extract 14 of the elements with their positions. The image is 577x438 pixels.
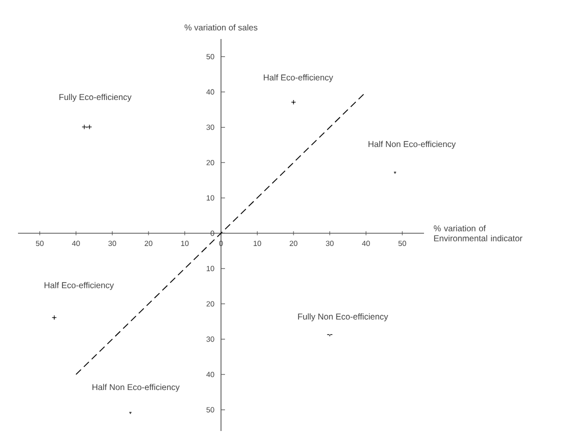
annotation: Fully Non Eco-efficiency — [298, 313, 388, 322]
data-label: - — [394, 172, 396, 173]
data-label: ++ — [82, 124, 92, 130]
annotation: Half Non Eco-efficiency — [368, 140, 456, 149]
annotation: Half Eco-efficiency — [264, 74, 334, 82]
data-label: + — [52, 315, 56, 320]
data-label: + — [291, 100, 296, 104]
annotation: Fully Eco-efficiency — [59, 94, 132, 102]
y-axis-title: % variation of sales — [184, 24, 258, 30]
data-label: - — [129, 412, 132, 413]
x-axis-title: % variation of Environmental indicator — [434, 225, 522, 242]
annotation: Half Eco-efficiency — [44, 282, 114, 290]
data-label: -- — [327, 334, 332, 335]
annotation: Half Non Eco-efficiency — [92, 384, 180, 392]
